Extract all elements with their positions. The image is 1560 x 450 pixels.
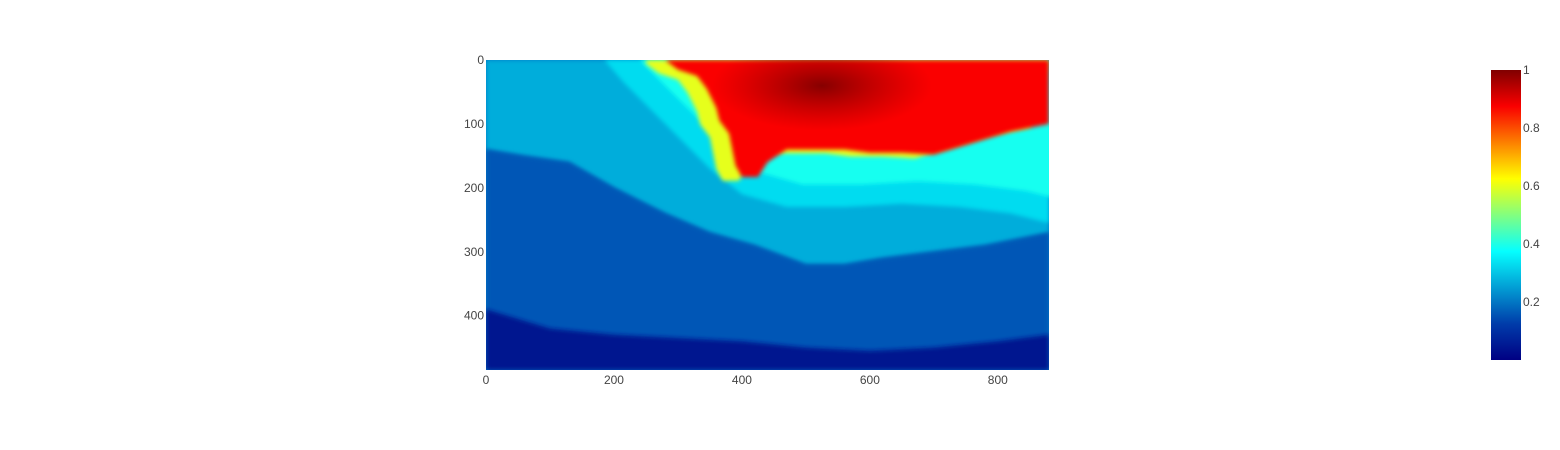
y-tick-label: 300	[464, 245, 484, 259]
colorbar-tick-label: 0.6	[1523, 179, 1540, 193]
heatmap-region-medium	[486, 149, 1049, 370]
x-tick-label: 200	[604, 373, 624, 387]
heatmap-region-dark	[486, 309, 1049, 370]
heatmap-plot-area	[486, 60, 1049, 370]
colorbar-scale	[1491, 70, 1521, 360]
y-axis: 0 100 200 300 400	[464, 53, 484, 323]
x-tick-label: 0	[483, 373, 490, 387]
x-tick-label: 400	[732, 373, 752, 387]
x-axis: 0 200 400 600 800	[483, 373, 1008, 387]
colorbar-tick-label: 0.4	[1523, 237, 1540, 251]
y-tick-label: 400	[464, 309, 484, 323]
colorbar-tick-label: 1	[1523, 63, 1530, 77]
y-tick-label: 0	[477, 53, 484, 67]
y-tick-label: 100	[464, 117, 484, 131]
colorbar: 0.2 0.4 0.6 0.8 1	[1491, 63, 1540, 360]
x-tick-label: 600	[860, 373, 880, 387]
colorbar-tick-label: 0.8	[1523, 121, 1540, 135]
y-tick-label: 200	[464, 181, 484, 195]
colorbar-tick-label: 0.2	[1523, 295, 1540, 309]
x-tick-label: 800	[988, 373, 1008, 387]
heatmap-hotspot	[711, 60, 932, 131]
